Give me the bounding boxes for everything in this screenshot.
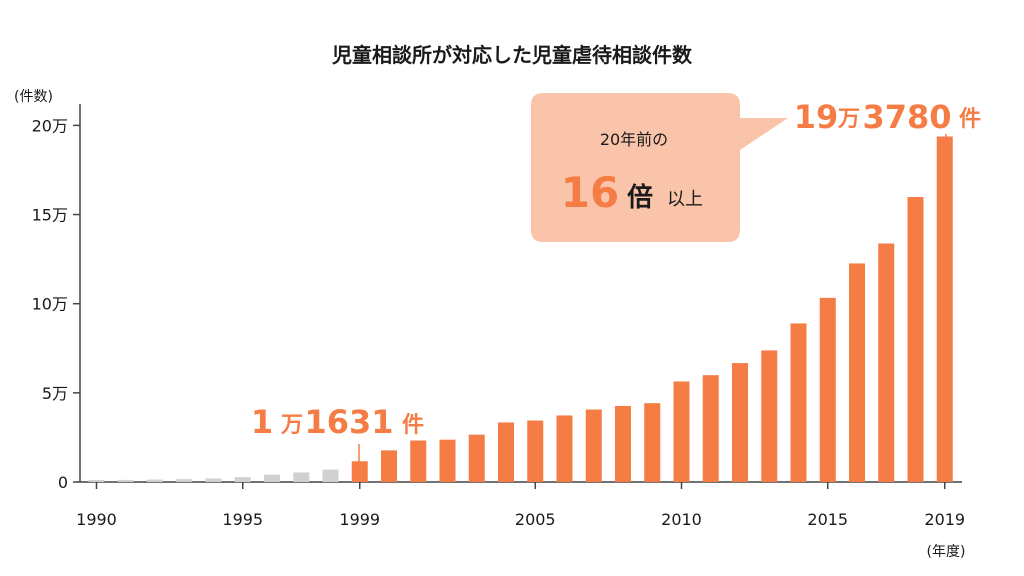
bar-1991 bbox=[117, 479, 134, 482]
start-num1: 1 bbox=[251, 403, 273, 441]
end-num1: 19 bbox=[794, 98, 839, 136]
x-ticks: 1990 1995 1999 2005 2010 2015 2019 bbox=[76, 482, 965, 529]
bar-2005 bbox=[527, 420, 544, 482]
bar-2002 bbox=[439, 439, 456, 482]
bar-2012 bbox=[732, 363, 748, 482]
y-ticks: 0 5万 10万 15万 20万 bbox=[32, 116, 80, 492]
bar-2003 bbox=[468, 434, 485, 482]
callout-suffix: 以上 bbox=[667, 189, 703, 210]
bar-1992 bbox=[147, 479, 163, 482]
bar-2017 bbox=[878, 243, 895, 482]
bar-2007 bbox=[585, 409, 602, 482]
x-tick-label: 1999 bbox=[339, 510, 380, 529]
start-unit2: 件 bbox=[402, 413, 424, 438]
bar-1995 bbox=[234, 477, 251, 482]
bar-2011 bbox=[702, 375, 719, 482]
callout-line1: 20年前の bbox=[600, 130, 668, 149]
end-unit2: 件 bbox=[959, 107, 981, 132]
bar-2008 bbox=[615, 405, 631, 482]
bar-1990 bbox=[88, 480, 105, 482]
y-tick-label: 20万 bbox=[32, 116, 68, 135]
start-unit1: 万 bbox=[280, 413, 303, 438]
y-tick-label: 0 bbox=[58, 473, 68, 492]
bars bbox=[88, 136, 953, 482]
bar-2019 bbox=[936, 136, 953, 482]
bar-2013 bbox=[761, 350, 778, 482]
y-axis-label: (件数) bbox=[14, 89, 53, 105]
bar-1998 bbox=[322, 469, 339, 482]
bar-2010 bbox=[673, 381, 690, 482]
x-tick-label: 2019 bbox=[924, 510, 965, 529]
bar-2004 bbox=[498, 422, 514, 482]
x-tick-label: 2010 bbox=[661, 510, 702, 529]
bar-1993 bbox=[176, 479, 193, 482]
chart-title: 児童相談所が対応した児童虐待相談件数 bbox=[331, 43, 693, 67]
x-tick-label: 1995 bbox=[222, 510, 263, 529]
x-tick-label: 2015 bbox=[807, 510, 848, 529]
start-num2: 1631 bbox=[304, 403, 393, 441]
bar-2016 bbox=[849, 263, 865, 482]
bar-2014 bbox=[790, 323, 807, 482]
callout-number: 16 bbox=[561, 168, 619, 217]
callout-unit: 倍 bbox=[627, 182, 653, 213]
x-axis-label: (年度) bbox=[927, 544, 966, 560]
callout-bubble-shape bbox=[531, 93, 788, 242]
end-unit1: 万 bbox=[837, 107, 860, 132]
bar-2001 bbox=[410, 440, 427, 482]
y-tick-label: 10万 bbox=[32, 295, 68, 314]
bar-2009 bbox=[644, 403, 661, 482]
start-value-annotation: 1 万 1631 件 bbox=[251, 403, 424, 462]
bar-2018 bbox=[907, 197, 924, 482]
bar-1997 bbox=[293, 472, 310, 482]
bar-1999 bbox=[351, 461, 368, 482]
callout-bubble: 20年前の 16 倍 以上 bbox=[531, 93, 788, 242]
bar-2000 bbox=[381, 450, 397, 482]
bar-2006 bbox=[556, 415, 573, 482]
x-tick-label: 1990 bbox=[76, 510, 117, 529]
bar-2015 bbox=[819, 297, 836, 482]
x-tick-label: 2005 bbox=[515, 510, 556, 529]
bar-1996 bbox=[264, 474, 280, 482]
end-value-annotation: 19 万 3780 件 bbox=[794, 98, 981, 150]
bar-1994 bbox=[205, 478, 222, 482]
y-tick-label: 5万 bbox=[42, 384, 68, 403]
y-tick-label: 15万 bbox=[32, 206, 68, 225]
end-num2: 3780 bbox=[862, 98, 951, 136]
axes bbox=[79, 104, 962, 483]
